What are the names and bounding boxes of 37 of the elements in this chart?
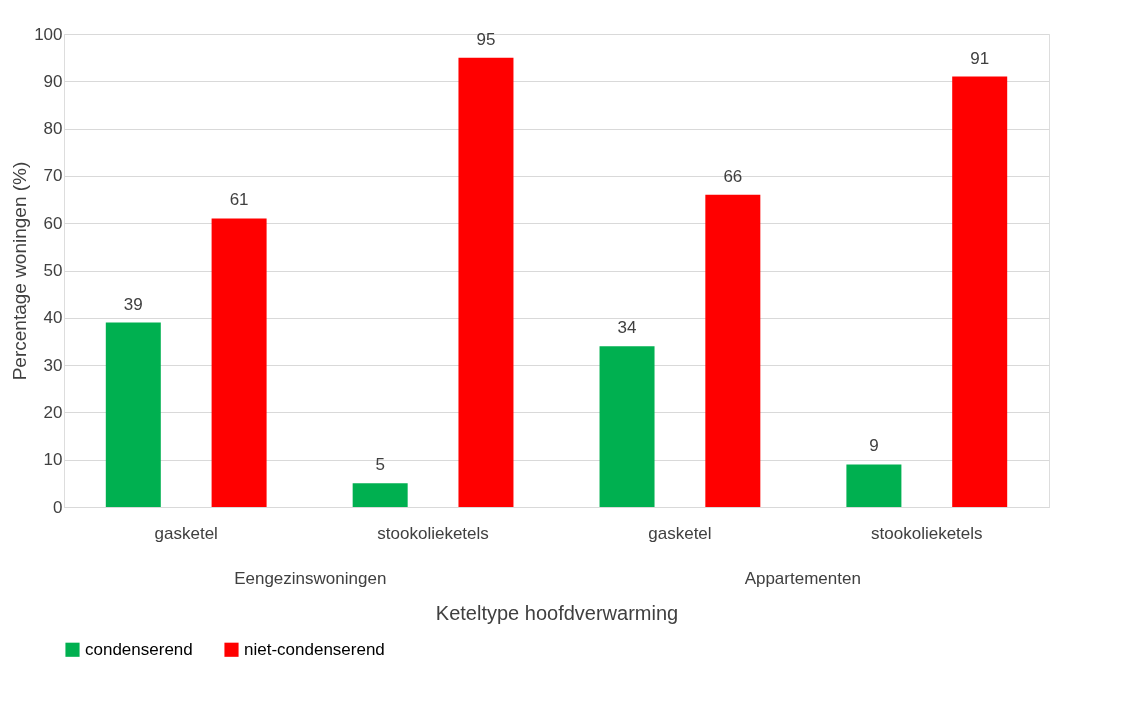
bar <box>458 57 514 507</box>
bar <box>105 322 161 507</box>
x-tick-label: gasketel <box>648 523 712 543</box>
legend-label: condenserend <box>85 639 193 659</box>
data-label: 91 <box>970 48 990 68</box>
data-label: 61 <box>229 190 249 210</box>
y-tick-label: 60 <box>43 213 63 233</box>
legend-label: niet-condenserend <box>244 639 385 659</box>
data-label: 66 <box>723 166 743 186</box>
bar <box>211 218 267 507</box>
bar <box>952 76 1008 507</box>
data-label: 39 <box>123 294 143 314</box>
y-tick-label: 90 <box>43 71 63 91</box>
data-label: 34 <box>617 318 637 338</box>
y-tick-label: 70 <box>43 166 63 186</box>
bar <box>599 346 655 507</box>
bar <box>846 464 902 507</box>
y-tick-label: 50 <box>43 261 63 280</box>
x-axis-title: Keteltype hoofdverwarming <box>435 601 679 624</box>
y-tick-label: 0 <box>53 497 63 517</box>
text: Eengezinswoningen <box>234 569 387 588</box>
data-label: 5 <box>375 455 385 475</box>
bar <box>352 483 408 507</box>
text: Appartementen <box>744 569 861 588</box>
x-tick-label: stookolieketels <box>377 523 489 543</box>
bar <box>705 194 761 507</box>
x-tick-label: gasketel <box>154 523 218 543</box>
data-label: 9 <box>869 436 879 456</box>
y-tick-label: 10 <box>43 450 63 470</box>
y-tick-label: 30 <box>43 355 63 375</box>
y-tick-label: 40 <box>43 308 63 328</box>
y-tick-label: 80 <box>43 119 63 139</box>
y-axis-title: Percentage woningen (%) <box>9 161 31 381</box>
y-tick-label: 20 <box>43 402 63 422</box>
data-label: 95 <box>476 29 496 49</box>
y-tick-label: 100 <box>34 24 63 44</box>
x-tick-label: stookolieketels <box>871 523 983 543</box>
